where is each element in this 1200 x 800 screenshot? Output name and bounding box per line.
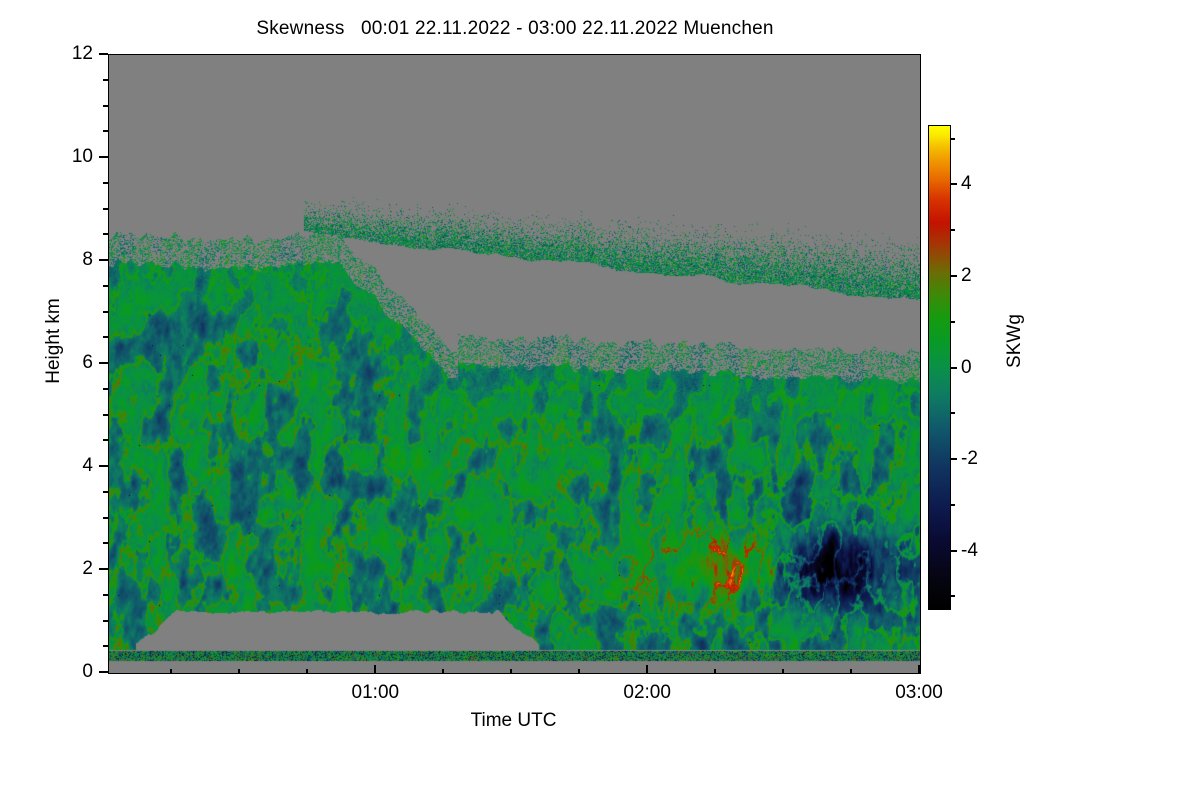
- x-tick-minor: [442, 669, 445, 674]
- y-tick-label: 6: [82, 352, 93, 373]
- colorbar-tick-label: -2: [961, 448, 978, 469]
- y-tick-label: 0: [82, 661, 93, 682]
- y-tick-major: [99, 671, 108, 673]
- colorbar-tick-minor: [951, 137, 955, 140]
- x-tick-minor: [578, 669, 581, 674]
- y-tick-label: 10: [71, 146, 93, 167]
- x-tick-minor: [170, 669, 173, 674]
- y-tick-label: 2: [82, 558, 93, 579]
- y-tick-minor: [103, 619, 108, 622]
- y-tick-major: [99, 53, 108, 55]
- colorbar-tick-label: 4: [961, 173, 972, 195]
- y-tick-major: [99, 568, 108, 570]
- colorbar-tick-minor: [951, 320, 955, 323]
- x-tick-major: [374, 665, 377, 674]
- y-tick-major: [99, 362, 108, 364]
- colorbar-tick-major: [951, 183, 957, 186]
- y-tick-minor: [103, 645, 108, 648]
- y-tick-minor: [103, 516, 108, 519]
- y-tick-label: 4: [82, 455, 93, 476]
- x-tick-minor: [306, 669, 309, 674]
- colorbar-tick-major: [951, 366, 957, 369]
- chart-title: Skewness 00:01 22.11.2022 - 03:00 22.11.…: [256, 18, 774, 39]
- x-tick-minor: [238, 669, 241, 674]
- y-tick-label: 12: [71, 43, 93, 64]
- x-tick-minor: [782, 669, 785, 674]
- y-tick-minor: [103, 181, 108, 184]
- colorbar-gradient: [928, 125, 951, 610]
- y-tick-minor: [103, 310, 108, 313]
- x-tick-minor: [850, 669, 853, 674]
- heatmap-image: [109, 55, 920, 673]
- x-tick-label: 03:00: [895, 682, 943, 703]
- y-tick-minor: [103, 284, 108, 287]
- plot-area[interactable]: [108, 54, 921, 674]
- y-tick-major: [99, 465, 108, 467]
- y-tick-minor: [103, 542, 108, 545]
- x-tick-label: 01:00: [351, 682, 400, 703]
- y-tick-label: 8: [82, 249, 93, 270]
- y-tick-minor: [103, 207, 108, 210]
- colorbar-tick-minor: [951, 503, 955, 506]
- colorbar-tick-minor: [951, 229, 955, 232]
- colorbar-tick-major: [951, 458, 957, 460]
- x-tick-minor: [510, 669, 513, 674]
- y-tick-minor: [103, 439, 108, 442]
- x-tick-major: [646, 665, 649, 674]
- colorbar[interactable]: 4 2 0 -2 -4: [928, 125, 978, 610]
- y-tick-major: [99, 156, 108, 158]
- colorbar-tick-major: [951, 274, 957, 277]
- y-tick-minor: [103, 130, 108, 133]
- colorbar-tick-label: -4: [961, 539, 978, 561]
- y-tick-minor: [103, 104, 108, 107]
- y-axis-title: Height km: [43, 298, 64, 384]
- y-tick-minor: [103, 78, 108, 81]
- colorbar-title: SKWg: [1004, 314, 1025, 368]
- x-tick-major: [918, 665, 920, 674]
- colorbar-tick-minor: [951, 595, 955, 598]
- y-tick-major: [99, 259, 108, 261]
- x-tick-minor: [714, 669, 717, 674]
- y-tick-minor: [103, 387, 108, 390]
- colorbar-tick-minor: [951, 412, 955, 415]
- colorbar-tick-major: [951, 549, 957, 552]
- y-tick-minor: [103, 490, 108, 493]
- x-tick-label: 02:00: [623, 682, 671, 703]
- y-tick-minor: [103, 413, 108, 416]
- y-tick-minor: [103, 233, 108, 236]
- y-tick-minor: [103, 336, 108, 339]
- x-axis-title: Time UTC: [470, 710, 557, 731]
- colorbar-tick-label: 2: [961, 264, 972, 286]
- colorbar-tick-label: 0: [961, 356, 972, 378]
- y-tick-minor: [103, 593, 108, 596]
